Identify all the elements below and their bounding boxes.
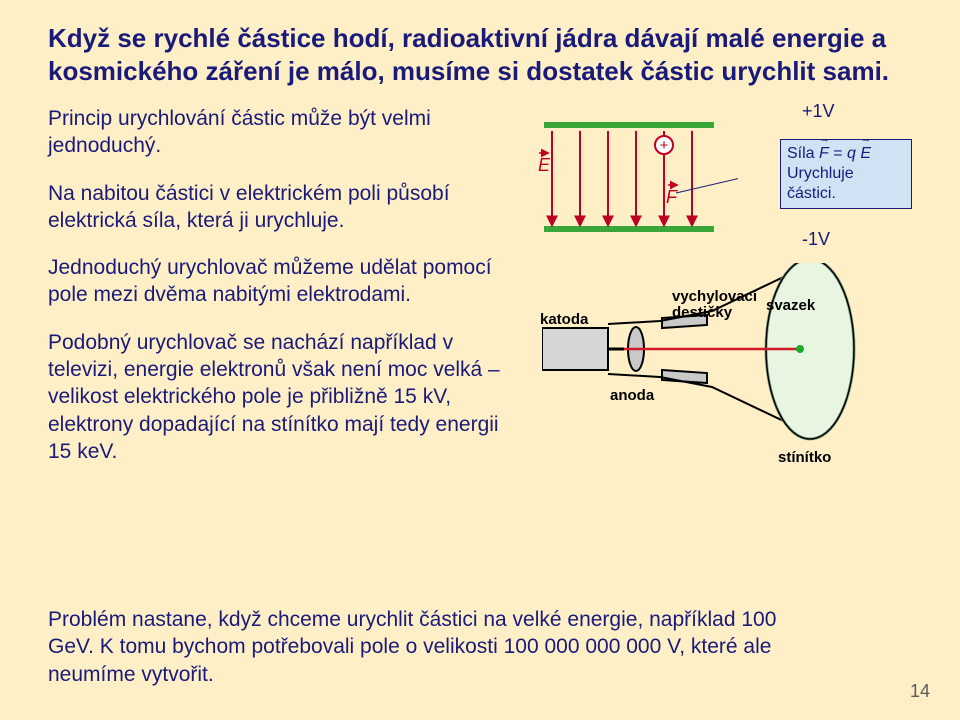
force-formula: Síla F = q E [787, 144, 905, 164]
label-F: F [666, 187, 678, 207]
label-desticky: vychylovací destičky [672, 289, 762, 321]
left-column: Princip urychlování částic může být velm… [48, 105, 508, 485]
bottom-paragraph: Problém nastane, když chceme urychlit čá… [48, 606, 818, 688]
label-svazek: svazek [766, 297, 815, 314]
paragraph-2: Na nabitou částici v elektrickém poli pů… [48, 180, 508, 235]
callout-line [676, 167, 738, 193]
headline: Když se rychlé částice hodí, radioaktivn… [48, 22, 920, 87]
label-top-voltage: +1V [802, 101, 835, 122]
label-E: E [538, 155, 551, 175]
paragraph-1: Princip urychlování částic může být velm… [48, 105, 508, 160]
charge-plus: + [660, 137, 669, 154]
two-column-layout: Princip urychlování částic může být velm… [48, 105, 920, 485]
slide-page: Když se rychlé částice hodí, radioaktivn… [0, 0, 960, 720]
label-stinitko: stínítko [778, 449, 831, 466]
page-number: 14 [910, 681, 930, 702]
force-line2: Urychluje [787, 164, 905, 184]
force-prefix: Síla [787, 145, 819, 162]
field-diagram: E + F [538, 105, 738, 255]
paragraph-4: Podobný urychlovač se nachází například … [48, 329, 508, 465]
cathode-block [542, 328, 608, 370]
crt-diagram: katoda anoda vychylovací destičky svazek… [542, 263, 902, 498]
force-formula-box: Síla F = q E Urychluje částici. [780, 139, 912, 209]
label-anoda: anoda [610, 387, 654, 404]
force-line3: částici. [787, 184, 905, 204]
label-katoda: katoda [540, 311, 588, 328]
beam-dot [796, 345, 804, 353]
right-column: +1V -1V E + [532, 105, 920, 485]
label-bottom-voltage: -1V [802, 229, 830, 250]
paragraph-3: Jednoduchý urychlovač můžeme udělat pomo… [48, 254, 508, 309]
